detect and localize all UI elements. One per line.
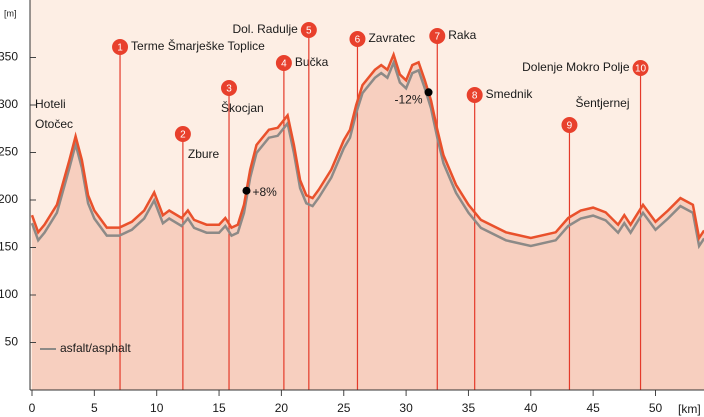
waypoint-number: 6 — [355, 35, 361, 46]
x-tick-label: 20 — [275, 401, 289, 415]
x-tick-label: 50 — [649, 401, 663, 415]
x-tick-label: 10 — [150, 401, 164, 415]
y-unit: [m] — [4, 8, 17, 18]
waypoint-badge — [429, 28, 446, 44]
waypoint-badge — [221, 80, 238, 96]
waypoint-badge — [349, 31, 366, 47]
waypoint-number: 4 — [281, 59, 287, 70]
legend-label: asfalt/asphalt — [60, 341, 131, 355]
waypoint-number: 9 — [567, 121, 573, 132]
profile-area — [32, 54, 704, 390]
waypoint-name: Terme Šmarješke Toplice — [131, 38, 265, 53]
x-tick-label: 30 — [399, 401, 413, 415]
x-tick-label: 25 — [337, 401, 351, 415]
waypoint-name: Dolenje Mokro Polje — [522, 60, 630, 74]
profile-line — [30, 51, 704, 242]
x-tick-label: 5 — [91, 401, 98, 415]
waypoint-name: Zavratec — [368, 31, 415, 45]
grade-dot — [242, 186, 251, 195]
waypoint-badge — [174, 126, 191, 142]
waypoint-badge — [275, 55, 292, 71]
waypoint-number: 2 — [180, 130, 186, 141]
waypoint-badge — [112, 39, 129, 55]
waypoint-number: 1 — [117, 43, 123, 54]
waypoint-number: 5 — [306, 26, 312, 37]
waypoint-name: Bučka — [295, 55, 329, 69]
waypoint-name: Raka — [448, 28, 476, 42]
waypoint-name: Šentjernej — [575, 95, 629, 110]
waypoint-name: Smednik — [486, 87, 534, 101]
y-tick-label: 200 — [0, 192, 18, 206]
grade-label: +8% — [252, 185, 277, 199]
x-tick-label: 40 — [524, 401, 538, 415]
waypoint-badge — [466, 87, 483, 103]
waypoint-badge — [300, 22, 317, 38]
waypoint-number: 7 — [434, 32, 440, 43]
waypoint-name: Dol. Radulje — [232, 22, 298, 36]
waypoint-number: 10 — [635, 64, 647, 75]
x-tick-label: 15 — [212, 401, 226, 415]
x-tick-label: 0 — [29, 401, 36, 415]
x-tick-label: 35 — [462, 401, 476, 415]
waypoint-name: Zbure — [188, 147, 220, 161]
grade-dot — [424, 88, 433, 97]
x-tick-label: 45 — [586, 401, 600, 415]
waypoint-badge — [561, 117, 578, 133]
waypoint-name: Škocjan — [221, 100, 264, 115]
waypoint-number: 3 — [226, 84, 232, 95]
y-tick-label: 50 — [5, 335, 19, 349]
profile-shadow — [30, 59, 704, 250]
start-label: Hoteli — [35, 97, 66, 111]
y-tick-label: 300 — [0, 97, 18, 111]
y-tick-label: 350 — [0, 50, 18, 64]
waypoint-number: 8 — [472, 91, 478, 102]
y-tick-label: 150 — [0, 240, 18, 254]
grade-label: -12% — [395, 92, 423, 106]
start-label: Otočec — [35, 117, 73, 131]
y-tick-label: 100 — [0, 287, 18, 301]
x-unit: [km] — [678, 402, 701, 416]
y-tick-label: 250 — [0, 145, 18, 159]
waypoint-badge — [632, 60, 649, 76]
